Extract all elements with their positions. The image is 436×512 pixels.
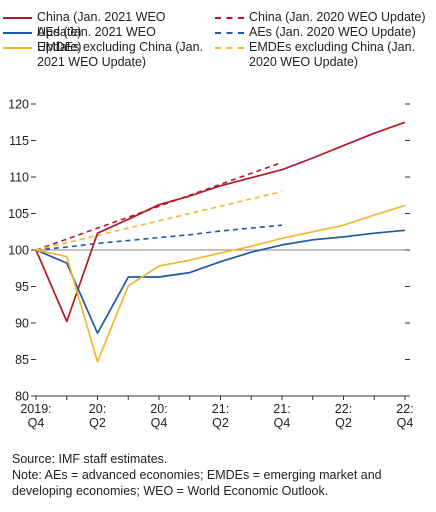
y-tick-label: 120: [8, 98, 29, 112]
y-tick-label: 80: [15, 390, 29, 404]
legend-swatch-emdes-2021: [2, 40, 32, 55]
x-tick-label-quarter: Q4: [151, 416, 168, 430]
y-tick-label: 85: [15, 353, 29, 367]
chart-notes: Source: IMF staff estimates. Note: AEs =…: [12, 451, 432, 499]
y-tick-label: 100: [8, 244, 29, 258]
x-tick-label-quarter: Q2: [89, 416, 106, 430]
legend-label: AEs (Jan. 2020 WEO Update): [249, 25, 416, 39]
x-tick-label-quarter: Q4: [274, 416, 291, 430]
x-tick-label-year: 2019:: [20, 402, 51, 416]
legend-item-aes-2021: AEs (Jan. 2021 WEO Update): [2, 25, 202, 55]
legend-swatch-china-2020: [214, 10, 244, 25]
legend-swatch-emdes-2020: [214, 40, 244, 55]
legend-label: China (Jan. 2020 WEO Update): [249, 10, 426, 24]
chart-series: [35, 121, 406, 363]
chart-axes: 808590951001051101151202019:Q420:Q220:Q4…: [8, 98, 414, 431]
series-line-2: [35, 229, 406, 335]
series-line-4: [35, 204, 406, 363]
x-tick-label-quarter: Q2: [335, 416, 352, 430]
legend-item-emdes-2021: EMDEs excluding China (Jan. 2021 WEO Upd…: [2, 40, 212, 70]
legend-label: AEs (Jan. 2021 WEO Update): [37, 25, 156, 54]
x-tick-label-year: 22:: [396, 402, 413, 416]
x-tick-label-year: 20:: [89, 402, 106, 416]
x-tick-label-year: 20:: [150, 402, 167, 416]
source-note: Source: IMF staff estimates.: [12, 452, 168, 466]
y-tick-label: 90: [15, 317, 29, 331]
legend-item-china-2020: China (Jan. 2020 WEO Update): [214, 10, 434, 25]
legend-swatch-aes-2021: [2, 25, 32, 40]
series-line-5: [35, 190, 283, 251]
y-tick-label: 115: [9, 134, 29, 148]
legend-swatch-aes-2020: [214, 25, 244, 40]
x-tick-label-quarter: Q4: [28, 416, 45, 430]
x-tick-label-year: 21:: [212, 402, 229, 416]
legend-swatch-china-2021: [2, 10, 32, 25]
footnote: Note: AEs = advanced economies; EMDEs = …: [12, 468, 382, 498]
y-tick-label: 110: [9, 171, 29, 185]
x-tick-label-year: 22:: [335, 402, 352, 416]
legend-label: China (Jan. 2021 WEO Update): [37, 10, 166, 39]
x-tick-label-quarter: Q2: [212, 416, 229, 430]
x-tick-label-quarter: Q4: [397, 416, 414, 430]
legend-item-aes-2020: AEs (Jan. 2020 WEO Update): [214, 25, 434, 40]
x-tick-label-year: 21:: [273, 402, 290, 416]
legend-item-emdes-2020: EMDEs excluding China (Jan. 2020 WEO Upd…: [214, 40, 434, 70]
legend-label: EMDEs excluding China (Jan. 2020 WEO Upd…: [249, 40, 416, 69]
y-tick-label: 105: [8, 207, 29, 221]
series-line-0: [35, 121, 406, 323]
legend-item-china-2021: China (Jan. 2021 WEO Update): [2, 10, 202, 40]
legend-label: EMDEs excluding China (Jan. 2021 WEO Upd…: [37, 40, 204, 69]
series-line-1: [35, 161, 283, 251]
y-tick-label: 95: [15, 280, 29, 294]
